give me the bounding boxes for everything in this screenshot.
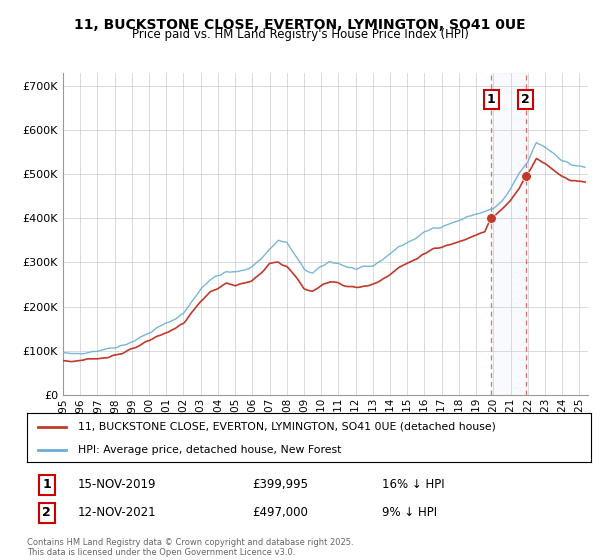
Text: 1: 1 xyxy=(487,93,496,106)
Text: Contains HM Land Registry data © Crown copyright and database right 2025.
This d: Contains HM Land Registry data © Crown c… xyxy=(27,538,353,557)
Text: 12-NOV-2021: 12-NOV-2021 xyxy=(78,506,157,519)
Text: £399,995: £399,995 xyxy=(253,478,308,492)
Text: 9% ↓ HPI: 9% ↓ HPI xyxy=(382,506,437,519)
Text: £497,000: £497,000 xyxy=(253,506,308,519)
Text: 2: 2 xyxy=(43,506,51,519)
Text: 11, BUCKSTONE CLOSE, EVERTON, LYMINGTON, SO41 0UE: 11, BUCKSTONE CLOSE, EVERTON, LYMINGTON,… xyxy=(74,18,526,32)
Text: 1: 1 xyxy=(43,478,51,492)
Text: 15-NOV-2019: 15-NOV-2019 xyxy=(78,478,156,492)
Text: 2: 2 xyxy=(521,93,530,106)
Text: Price paid vs. HM Land Registry's House Price Index (HPI): Price paid vs. HM Land Registry's House … xyxy=(131,28,469,41)
Text: HPI: Average price, detached house, New Forest: HPI: Average price, detached house, New … xyxy=(78,445,341,455)
Text: 11, BUCKSTONE CLOSE, EVERTON, LYMINGTON, SO41 0UE (detached house): 11, BUCKSTONE CLOSE, EVERTON, LYMINGTON,… xyxy=(78,422,496,432)
Text: 16% ↓ HPI: 16% ↓ HPI xyxy=(382,478,445,492)
Bar xyxy=(491,73,526,395)
